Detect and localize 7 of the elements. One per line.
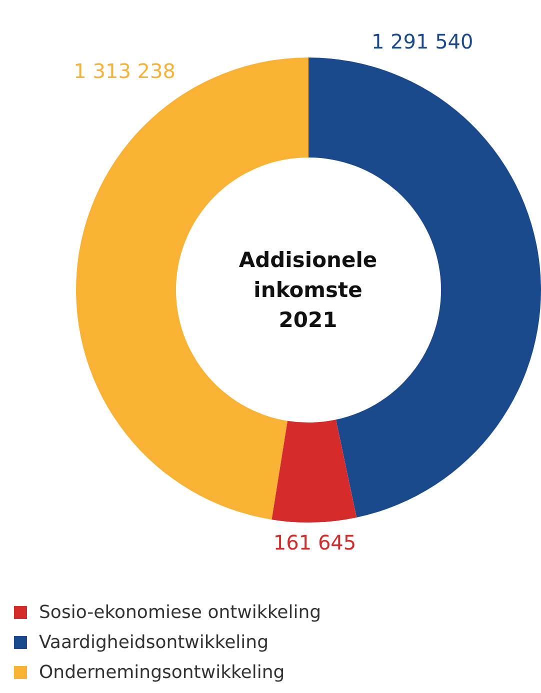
legend-label: Sosio-ekonomiese ontwikkeling	[38, 601, 322, 625]
legend-label: Vaardigheidsontwikkeling	[38, 631, 270, 655]
data-label: 161 645	[273, 530, 356, 555]
data-label: 1 313 238	[74, 59, 176, 84]
legend-label: Ondernemingsontwikkeling	[38, 661, 286, 685]
text: Addisionele inkomste 2021	[238, 247, 378, 334]
data-label: 1 291 540	[371, 30, 474, 54]
